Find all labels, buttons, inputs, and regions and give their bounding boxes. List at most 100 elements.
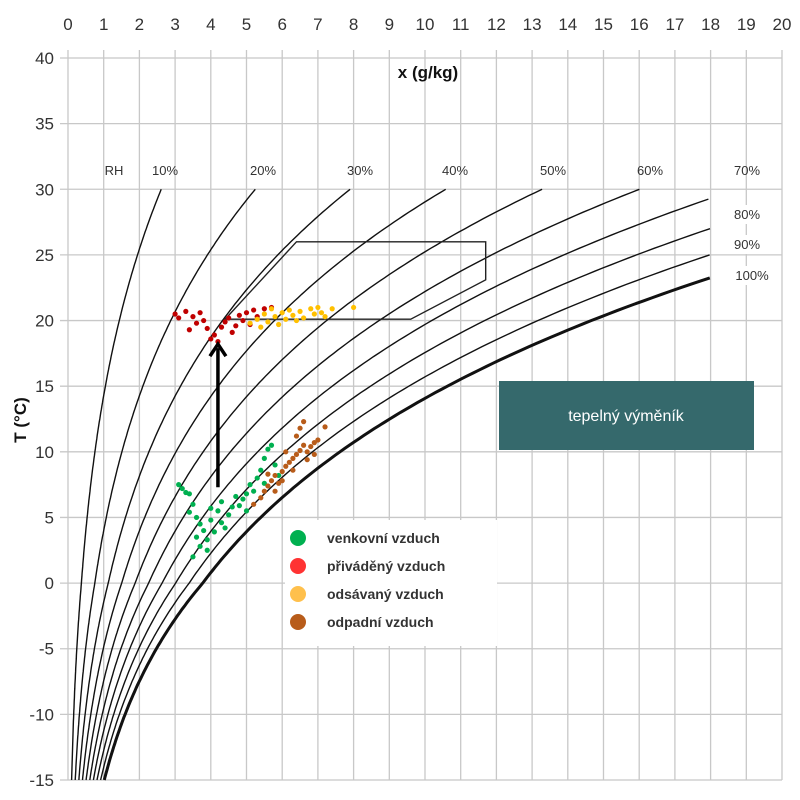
data-point bbox=[351, 304, 357, 311]
data-point bbox=[301, 442, 307, 448]
data-point bbox=[226, 512, 232, 518]
data-point bbox=[304, 449, 310, 455]
data-point bbox=[268, 306, 275, 312]
y-tick-label: 40 bbox=[35, 49, 54, 68]
legend-marker bbox=[290, 614, 306, 630]
legend-marker bbox=[290, 558, 306, 574]
data-point bbox=[322, 314, 328, 320]
x-tick-label: 2 bbox=[135, 15, 144, 34]
x-tick-label: 16 bbox=[630, 15, 649, 34]
data-point bbox=[204, 547, 210, 553]
data-point bbox=[304, 457, 310, 463]
rh-prefix-label: RH bbox=[105, 163, 124, 178]
data-point bbox=[301, 419, 307, 425]
data-point bbox=[197, 310, 203, 316]
data-point bbox=[272, 462, 278, 468]
data-point bbox=[193, 320, 200, 326]
data-point bbox=[293, 317, 300, 324]
x-tick-label: 8 bbox=[349, 15, 358, 34]
data-point bbox=[201, 527, 207, 534]
data-point bbox=[204, 537, 210, 543]
x-axis-label: x (g/kg) bbox=[398, 63, 458, 82]
x-tick-label: 7 bbox=[313, 15, 322, 34]
data-point bbox=[186, 509, 192, 515]
rh-label: 40% bbox=[442, 163, 468, 178]
data-point bbox=[247, 320, 253, 326]
rh-labels: RH 10% 20% 30% 40% 50% 60% 70% 80% 90% 100% bbox=[105, 163, 776, 285]
data-point bbox=[229, 329, 235, 335]
data-point bbox=[272, 314, 278, 320]
rh-curve-70 bbox=[92, 198, 709, 781]
data-point bbox=[247, 482, 253, 488]
data-point bbox=[258, 495, 264, 501]
y-tick-label: 20 bbox=[35, 312, 54, 331]
rh-label-bg bbox=[725, 235, 771, 254]
x-tick-label: 6 bbox=[277, 15, 286, 34]
y-axis-label: T (°C) bbox=[11, 397, 30, 443]
data-point bbox=[265, 319, 271, 325]
axis-ticks: 0 1 2 3 4 5 6 7 8 9 10 11 12 13 14 15 16 17 18 19 2040353025… bbox=[29, 15, 791, 790]
rh-label: 50% bbox=[540, 163, 566, 178]
data-point bbox=[276, 321, 282, 328]
legend-marker bbox=[290, 586, 306, 602]
data-point bbox=[201, 317, 207, 324]
data-point bbox=[283, 316, 289, 322]
x-tick-label: 12 bbox=[487, 15, 506, 34]
data-point bbox=[329, 306, 335, 312]
data-point bbox=[279, 468, 285, 475]
x-tick-label: 18 bbox=[701, 15, 720, 34]
rh-label: 30% bbox=[347, 163, 373, 178]
data-point bbox=[297, 425, 303, 431]
data-point bbox=[261, 311, 267, 317]
data-point bbox=[240, 496, 246, 502]
data-point bbox=[176, 482, 182, 488]
legend-label: odpadní vzduch bbox=[327, 614, 434, 630]
y-tick-label: 15 bbox=[35, 377, 54, 396]
rh-curve-40 bbox=[81, 188, 447, 781]
data-point bbox=[190, 501, 196, 507]
y-tick-label: 5 bbox=[45, 508, 54, 527]
data-point bbox=[176, 315, 182, 321]
data-point bbox=[265, 471, 271, 477]
rh-label: 70% bbox=[734, 163, 760, 178]
x-tick-label: 9 bbox=[385, 15, 394, 34]
data-points bbox=[172, 304, 357, 560]
legend-marker bbox=[290, 530, 306, 546]
data-point bbox=[186, 491, 192, 497]
data-point bbox=[218, 324, 225, 330]
data-point bbox=[318, 310, 325, 316]
data-point bbox=[211, 332, 217, 338]
arrow-head bbox=[208, 341, 228, 358]
rh-curve-90 bbox=[99, 254, 710, 781]
data-point bbox=[276, 472, 282, 479]
x-tick-label: 14 bbox=[558, 15, 577, 34]
data-point bbox=[233, 323, 239, 329]
data-point bbox=[268, 478, 275, 484]
comfort-zone-outline bbox=[223, 241, 487, 320]
rh-label: 20% bbox=[250, 163, 276, 178]
y-tick-label: -5 bbox=[39, 640, 54, 659]
data-point bbox=[272, 472, 278, 479]
data-point bbox=[297, 447, 303, 454]
annotation-box: tepelný výměník bbox=[499, 381, 754, 450]
data-point bbox=[226, 315, 232, 321]
y-tick-label: 35 bbox=[35, 115, 54, 134]
x-tick-label: 11 bbox=[452, 15, 470, 34]
data-point bbox=[208, 336, 214, 342]
data-point bbox=[297, 308, 303, 314]
data-point bbox=[308, 443, 314, 450]
x-tick-label: 1 bbox=[99, 15, 108, 34]
y-tick-label: 25 bbox=[35, 246, 54, 265]
y-tick-label: -15 bbox=[29, 771, 54, 790]
data-point bbox=[251, 501, 257, 507]
data-point bbox=[286, 307, 292, 313]
data-point bbox=[183, 308, 189, 314]
y-tick-label: 10 bbox=[35, 443, 54, 462]
data-point bbox=[251, 488, 257, 494]
data-point bbox=[190, 314, 196, 320]
heating-arrow bbox=[208, 341, 228, 488]
data-point bbox=[290, 312, 296, 318]
data-point bbox=[243, 310, 250, 316]
rh-curves bbox=[70, 188, 711, 781]
rh-curve-10 bbox=[70, 189, 162, 781]
